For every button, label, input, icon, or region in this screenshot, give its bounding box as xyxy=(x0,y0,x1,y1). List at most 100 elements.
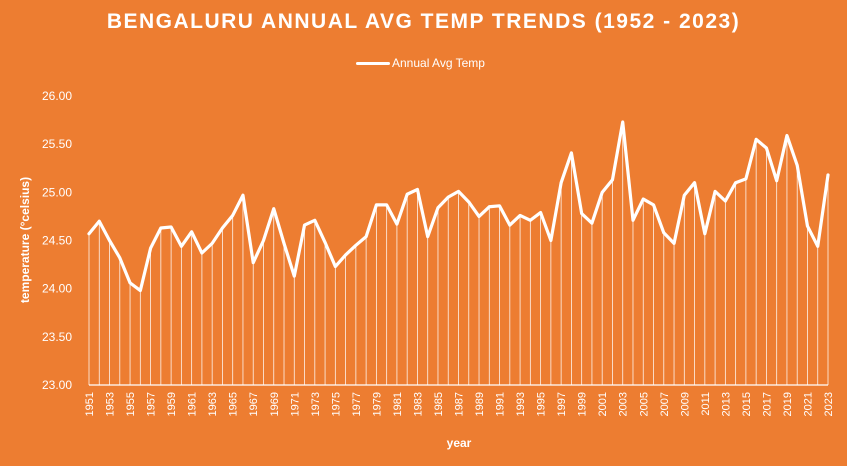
x-tick-label: 1999 xyxy=(577,392,589,416)
data-point xyxy=(118,256,121,260)
x-tick-label: 2019 xyxy=(782,392,794,416)
x-tick-label: 1987 xyxy=(454,392,466,416)
data-point xyxy=(754,138,758,141)
data-point xyxy=(529,219,532,222)
data-point xyxy=(149,247,152,250)
data-point xyxy=(98,220,101,223)
x-tick-label: 1965 xyxy=(228,392,240,416)
data-point xyxy=(518,214,522,217)
x-tick-label: 1991 xyxy=(495,392,507,416)
x-tick-label: 1971 xyxy=(289,392,301,416)
data-point xyxy=(765,146,768,150)
x-tick-label: 1955 xyxy=(125,392,137,416)
data-point xyxy=(190,230,193,234)
data-point xyxy=(395,222,399,226)
data-point xyxy=(241,194,245,197)
x-tick-label: 2015 xyxy=(741,392,753,416)
data-point xyxy=(405,193,409,196)
data-point xyxy=(364,235,368,238)
data-point xyxy=(180,245,183,248)
data-point xyxy=(354,244,358,247)
data-point xyxy=(498,204,501,208)
data-point xyxy=(221,226,224,230)
data-point xyxy=(231,214,234,217)
data-point xyxy=(570,151,573,155)
y-tick-label: 25.00 xyxy=(42,185,72,199)
legend: Annual Avg Temp xyxy=(356,54,485,72)
data-point xyxy=(734,181,737,184)
data-point xyxy=(169,225,173,229)
x-tick-label: 1967 xyxy=(248,392,260,416)
data-point xyxy=(87,232,91,235)
data-point xyxy=(724,199,727,203)
data-point xyxy=(652,203,655,207)
data-point xyxy=(375,203,378,207)
x-tick-label: 1959 xyxy=(166,392,178,416)
y-axis-label: temperature (°celsius) xyxy=(18,177,32,303)
x-tick-label: 1973 xyxy=(310,392,322,416)
x-tick-label: 2023 xyxy=(823,392,835,416)
data-point xyxy=(262,239,265,242)
y-tick-label: 23.00 xyxy=(42,378,72,392)
x-tick-label: 2009 xyxy=(679,392,691,416)
data-point xyxy=(108,239,111,242)
x-tick-label: 1997 xyxy=(556,392,568,416)
y-tick-label: 23.50 xyxy=(42,330,72,344)
x-tick-label: 2017 xyxy=(761,392,773,416)
data-point xyxy=(693,181,696,184)
data-point xyxy=(272,207,275,210)
data-point xyxy=(713,190,717,193)
legend-label: Annual Avg Temp xyxy=(392,56,485,70)
data-point xyxy=(159,226,163,230)
x-tick-label: 1961 xyxy=(187,392,199,416)
x-tick-label: 1983 xyxy=(412,392,424,416)
x-tick-label: 1957 xyxy=(146,392,158,416)
y-tick-label: 24.00 xyxy=(42,282,72,296)
data-point xyxy=(252,261,255,264)
data-point xyxy=(508,223,512,227)
data-point xyxy=(467,200,470,204)
x-axis: 1951 1953 1955 1957 1959 1961 1963 1965 1967 1969… xyxy=(84,384,835,416)
data-point xyxy=(549,239,553,242)
x-tick-label: 2001 xyxy=(597,392,609,416)
data-point xyxy=(210,242,214,245)
data-point xyxy=(303,223,306,227)
data-point xyxy=(611,178,614,182)
data-point xyxy=(580,212,583,215)
x-tick-label: 1985 xyxy=(433,392,445,416)
data-point xyxy=(344,253,347,257)
x-tick-label: 1975 xyxy=(330,392,342,416)
data-point xyxy=(139,289,142,292)
x-tick-label: 1953 xyxy=(105,392,117,416)
data-point xyxy=(785,134,789,137)
chart-title: BENGALURU ANNUAL AVG TEMP TRENDS (1952 -… xyxy=(106,10,741,33)
data-point xyxy=(447,195,450,199)
x-tick-label: 2021 xyxy=(802,392,814,416)
x-tick-label: 1979 xyxy=(371,392,383,416)
data-point xyxy=(826,173,830,177)
data-point xyxy=(416,188,419,191)
data-point xyxy=(631,219,635,222)
data-point xyxy=(621,120,624,124)
x-tick-label: 1993 xyxy=(515,392,527,416)
x-tick-label: 1963 xyxy=(207,392,219,416)
data-point xyxy=(436,206,440,209)
data-point xyxy=(590,221,594,225)
x-tick-label: 2013 xyxy=(720,392,732,416)
data-point xyxy=(796,164,799,167)
data-point xyxy=(744,177,748,181)
data-point xyxy=(200,251,204,255)
data-point xyxy=(539,211,542,214)
data-point xyxy=(426,235,429,238)
data-point xyxy=(600,191,604,194)
series-layer xyxy=(87,120,830,293)
x-tick-label: 1977 xyxy=(351,392,363,416)
data-point xyxy=(477,215,481,218)
y-tick-label: 24.50 xyxy=(42,234,72,248)
x-tick-label: 1989 xyxy=(474,392,486,416)
x-tick-label: 1995 xyxy=(536,392,548,416)
x-tick-label: 2003 xyxy=(618,392,630,416)
x-tick-label: 2011 xyxy=(700,392,712,416)
